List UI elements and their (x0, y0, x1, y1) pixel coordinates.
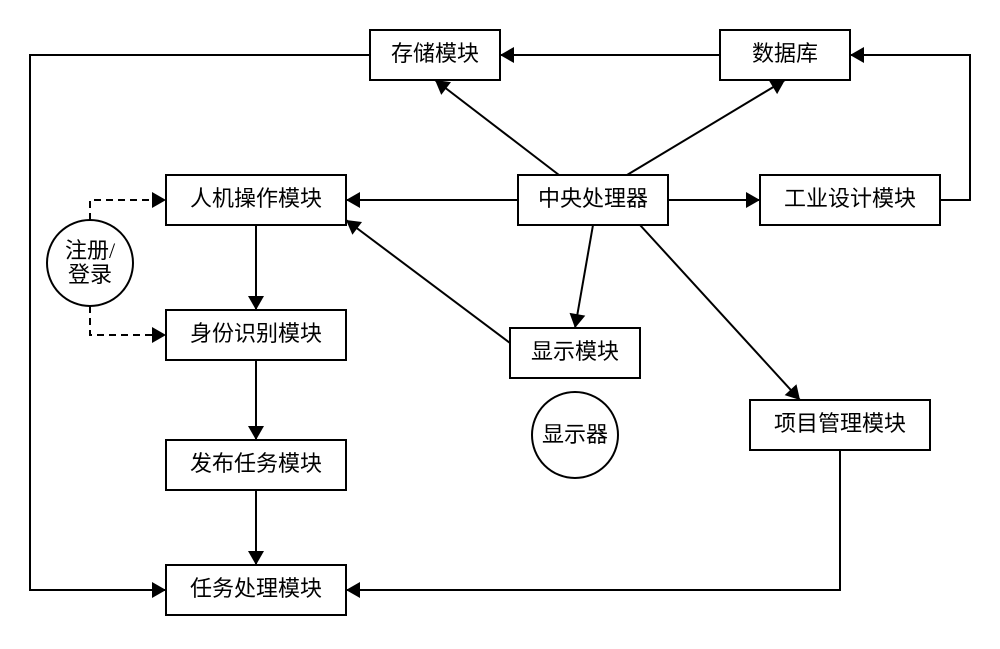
arrow-head (850, 47, 864, 63)
node-indus-label: 工业设计模块 (784, 186, 916, 211)
arrow-head (346, 582, 360, 598)
arrow-head (248, 551, 264, 565)
arrow-head (248, 426, 264, 440)
arrow-head (248, 296, 264, 310)
arrow-head (346, 220, 362, 235)
flowchart-canvas: 存储模块 数据库人机操作模块 中央处理器 工业设计模块身份识别模块显示模块项目管理模块… (0, 0, 1000, 649)
edge-cpu-to-db (627, 80, 785, 175)
node-database-label: 数据库 (752, 41, 818, 66)
arrow-head (769, 80, 785, 94)
edge-cpu-to-project (640, 225, 800, 400)
arrow-head (570, 313, 586, 328)
node-storage-label: 存储模块 (391, 41, 479, 66)
arrow-head (152, 192, 166, 208)
arrow-head (500, 47, 514, 63)
node-login-label-1: 登录 (68, 262, 112, 287)
node-display-label: 显示模块 (531, 339, 619, 364)
edge-display-to-hmi (346, 220, 510, 343)
arrow-head (152, 327, 166, 343)
node-publish-label: 发布任务模块 (190, 451, 322, 476)
edge-cpu-to-display (575, 225, 593, 328)
node-task-label: 任务处理模块 (190, 576, 322, 601)
node-identity-label: 身份识别模块 (190, 321, 322, 346)
node-login-label-0: 注册/ (65, 238, 116, 263)
arrow-head (746, 192, 760, 208)
edge-cpu-to-storage (435, 80, 559, 175)
arrow-head (152, 582, 166, 598)
node-cpu-label: 中央处理器 (538, 186, 648, 211)
arrow-head (435, 80, 451, 95)
node-monitor-label-0: 显示器 (542, 422, 608, 447)
node-hmi-label: 人机操作模块 (190, 186, 322, 211)
node-project-label: 项目管理模块 (774, 411, 906, 436)
arrow-head (346, 192, 360, 208)
